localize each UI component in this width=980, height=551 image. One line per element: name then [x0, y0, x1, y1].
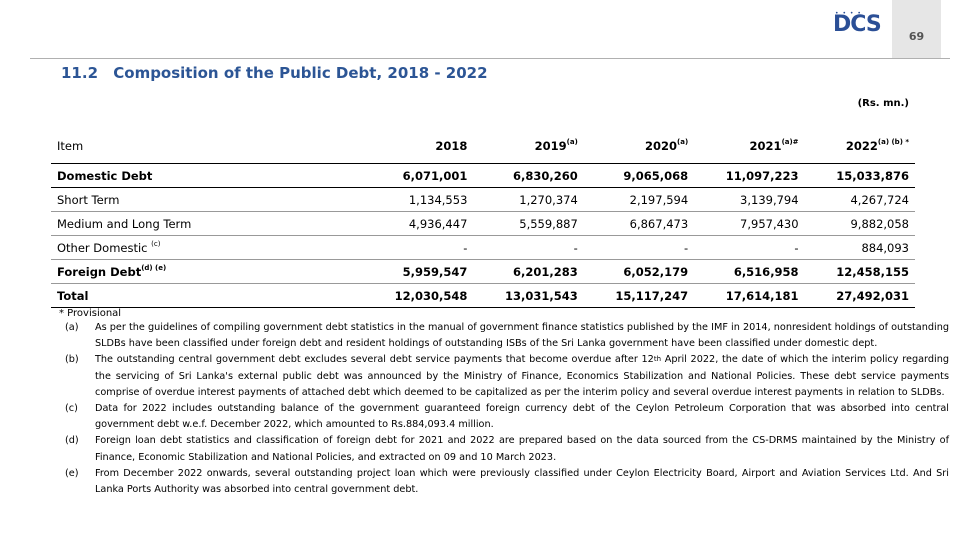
table-cell: 7,957,430: [694, 211, 805, 236]
table-cell: 4,936,447: [363, 211, 474, 236]
table-header-row: Item 2018 2019(a) 2020(a) 2021(a)# 2022(…: [51, 129, 915, 164]
table-cell: -: [694, 235, 805, 260]
table-cell: 5,959,547: [363, 259, 474, 284]
row-label: Total: [51, 283, 363, 308]
row-label: Short Term: [51, 187, 363, 212]
footnote-a: (a) As per the guidelines of compiling g…: [65, 322, 949, 350]
table-cell: 12,030,548: [363, 283, 474, 308]
table-cell: 12,458,155: [804, 259, 915, 284]
table-cell: 1,134,553: [363, 187, 474, 212]
provisional-note: * Provisional: [59, 308, 122, 319]
table-cell: 5,559,887: [473, 211, 584, 236]
debt-table: Item 2018 2019(a) 2020(a) 2021(a)# 2022(…: [51, 129, 915, 308]
footnote-b: (b) The outstanding central government d…: [65, 354, 949, 398]
table-cell: 15,033,876: [804, 163, 915, 188]
table-cell: -: [363, 235, 474, 260]
table-cell: 1,270,374: [473, 187, 584, 212]
column-header: Item: [51, 129, 363, 164]
column-header: 2021(a)#: [694, 129, 805, 164]
row-label: Domestic Debt: [51, 163, 363, 188]
table-cell: 3,139,794: [694, 187, 805, 212]
column-header: 2019(a): [473, 129, 584, 164]
table-cell: 15,117,247: [583, 283, 695, 308]
table-cell: 884,093: [804, 235, 915, 260]
title-number: 11.2: [61, 64, 99, 82]
footnote-e: (e) From December 2022 onwards, several …: [65, 467, 949, 496]
table-cell: 9,882,058: [804, 211, 915, 236]
footnote-d: (d) Foreign loan debt statistics and cla…: [65, 435, 949, 463]
units-label: (Rs. mn.): [857, 98, 909, 109]
column-header: 2020(a): [583, 129, 695, 164]
footnote-c: (c) Data for 2022 includes outstanding b…: [65, 403, 949, 431]
table-row: Other Domestic (c) - - - - 884,093: [51, 235, 915, 260]
table-cell: 6,516,958: [694, 259, 805, 284]
title-text: Composition of the Public Debt, 2018 - 2…: [113, 64, 488, 82]
dcs-logo: DCS: [833, 12, 882, 37]
column-header: 2018: [363, 129, 474, 164]
page-number: 69: [908, 30, 925, 43]
table-cell: 27,492,031: [804, 283, 915, 308]
table-cell: 17,614,181: [694, 283, 805, 308]
table-cell: 11,097,223: [694, 163, 805, 188]
table-cell: 6,201,283: [473, 259, 584, 284]
column-header: 2022(a) (b) *: [804, 129, 915, 164]
footnotes: * Provisional (a) As per the guidelines …: [59, 308, 949, 498]
table-row: Total 12,030,548 13,031,543 15,117,247 1…: [51, 283, 915, 308]
table-cell: 6,071,001: [363, 163, 474, 188]
table-cell: 6,052,179: [583, 259, 695, 284]
table-cell: 6,830,260: [473, 163, 584, 188]
row-label: Medium and Long Term: [51, 211, 363, 236]
table-cell: 13,031,543: [473, 283, 584, 308]
table-cell: -: [583, 235, 695, 260]
table-row: Short Term 1,134,553 1,270,374 2,197,594…: [51, 187, 915, 212]
table-cell: 2,197,594: [583, 187, 695, 212]
table-row: Medium and Long Term 4,936,447 5,559,887…: [51, 211, 915, 236]
table-cell: 6,867,473: [583, 211, 695, 236]
row-label: Foreign Debt(d) (e): [51, 259, 363, 284]
table-row: Domestic Debt 6,071,001 6,830,260 9,065,…: [51, 163, 915, 188]
logo-dots: • • • •: [835, 10, 862, 17]
row-label: Other Domestic (c): [51, 235, 363, 260]
table-row: Foreign Debt(d) (e) 5,959,547 6,201,283 …: [51, 259, 915, 284]
table-cell: 4,267,724: [804, 187, 915, 212]
table-cell: 9,065,068: [583, 163, 695, 188]
header-divider: [30, 58, 950, 59]
table-cell: -: [473, 235, 584, 260]
page-number-box: [892, 0, 941, 58]
page-title: 11.2 Composition of the Public Debt, 201…: [61, 64, 488, 82]
